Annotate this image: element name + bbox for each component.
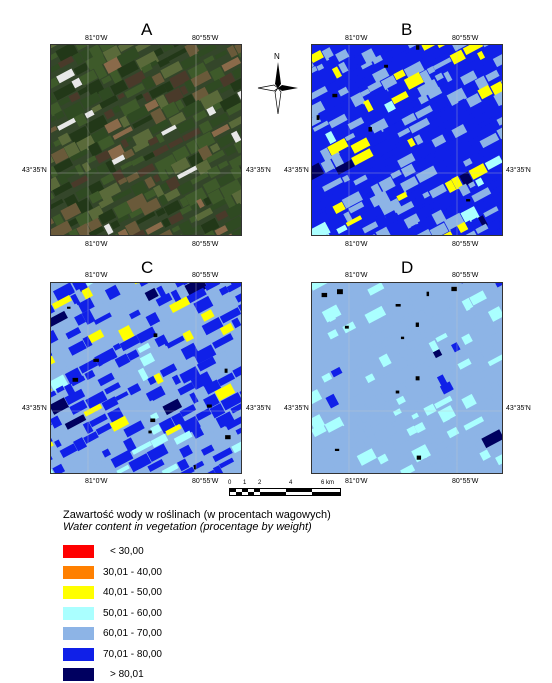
north-label: N bbox=[274, 52, 280, 61]
lon-label-b-top-right: 80°55'W bbox=[452, 35, 479, 42]
lat-label-b-right: 43°35'N bbox=[506, 167, 531, 174]
map-panel-c bbox=[50, 282, 242, 474]
scale-label-4: 4 bbox=[289, 480, 293, 486]
lon-label-b-top-left: 81°0'W bbox=[345, 35, 368, 42]
map-d-classification bbox=[312, 283, 502, 473]
legend-label: 70,01 - 80,00 bbox=[103, 648, 162, 660]
lon-label-a-bottom-right: 80°55'W bbox=[192, 241, 219, 248]
map-panel-d bbox=[311, 282, 503, 474]
panel-label-d: D bbox=[401, 258, 414, 277]
legend-swatch bbox=[63, 668, 94, 681]
lat-label-a-left: 43°35'N bbox=[22, 167, 47, 174]
legend-swatch bbox=[63, 565, 94, 579]
panel-label-b: B bbox=[401, 20, 413, 39]
legend-swatch bbox=[63, 627, 94, 640]
lon-label-a-top-left: 81°0'W bbox=[85, 35, 108, 42]
map-a-imagery bbox=[51, 45, 241, 235]
lon-label-c-top-right: 80°55'W bbox=[192, 272, 219, 279]
legend-swatch bbox=[63, 586, 94, 599]
north-arrow: N bbox=[256, 52, 300, 115]
panel-label-c: C bbox=[141, 258, 154, 277]
panel-label-a: A bbox=[141, 20, 153, 39]
legend-swatch bbox=[63, 545, 94, 558]
lon-label-d-top-left: 81°0'W bbox=[345, 272, 368, 279]
map-panel-a bbox=[50, 44, 242, 236]
legend-title: Zawartość wody w roślinach (w procentach… bbox=[63, 509, 331, 521]
lon-label-d-top-right: 80°55'W bbox=[452, 272, 479, 279]
lon-label-a-bottom-left: 81°0'W bbox=[85, 241, 108, 248]
lon-label-d-bottom-left: 81°0'W bbox=[345, 478, 368, 485]
scale-label-6: 6 km bbox=[321, 480, 335, 486]
lon-label-c-top-left: 81°0'W bbox=[85, 272, 108, 279]
legend-subtitle: Water content in vegetation (procentage … bbox=[63, 521, 312, 533]
lat-label-b-left: 43°35'N bbox=[284, 167, 309, 174]
lon-label-c-bottom-left: 81°0'W bbox=[85, 478, 108, 485]
legend-label: 60,01 - 70,00 bbox=[103, 628, 162, 639]
legend-label: 50,01 - 60,00 bbox=[103, 607, 162, 619]
lon-label-b-bottom-left: 81°0'W bbox=[345, 241, 368, 248]
map-panel-b bbox=[311, 44, 503, 236]
lat-label-c-left: 43°35'N bbox=[22, 405, 47, 412]
lat-label-a-right: 43°35'N bbox=[246, 167, 271, 174]
legend-label: > 80,01 bbox=[110, 669, 144, 680]
legend-swatch bbox=[63, 647, 94, 661]
lat-label-d-right: 43°35'N bbox=[506, 405, 531, 412]
scale-label-1: 1 bbox=[243, 480, 247, 486]
lon-label-a-top-right: 80°55'W bbox=[192, 35, 219, 42]
lon-label-b-bottom-right: 80°55'W bbox=[452, 241, 479, 248]
legend-label: < 30,00 bbox=[110, 546, 144, 557]
lon-label-c-bottom-right: 80°55'W bbox=[192, 478, 219, 485]
scale-label-2: 2 bbox=[258, 480, 262, 486]
legend-swatch bbox=[63, 606, 94, 620]
legend-label: 40,01 - 50,00 bbox=[103, 587, 162, 598]
map-c-classification bbox=[51, 283, 241, 473]
legend-label: 30,01 - 40,00 bbox=[103, 566, 162, 578]
lon-label-d-bottom-right: 80°55'W bbox=[452, 478, 479, 485]
lat-label-d-left: 43°35'N bbox=[284, 405, 309, 412]
map-b-classification bbox=[312, 45, 502, 235]
scale-bar bbox=[229, 488, 341, 496]
scale-label-0: 0 bbox=[228, 480, 232, 486]
compass-rose-icon bbox=[257, 62, 298, 115]
lat-label-c-right: 43°35'N bbox=[246, 405, 271, 412]
